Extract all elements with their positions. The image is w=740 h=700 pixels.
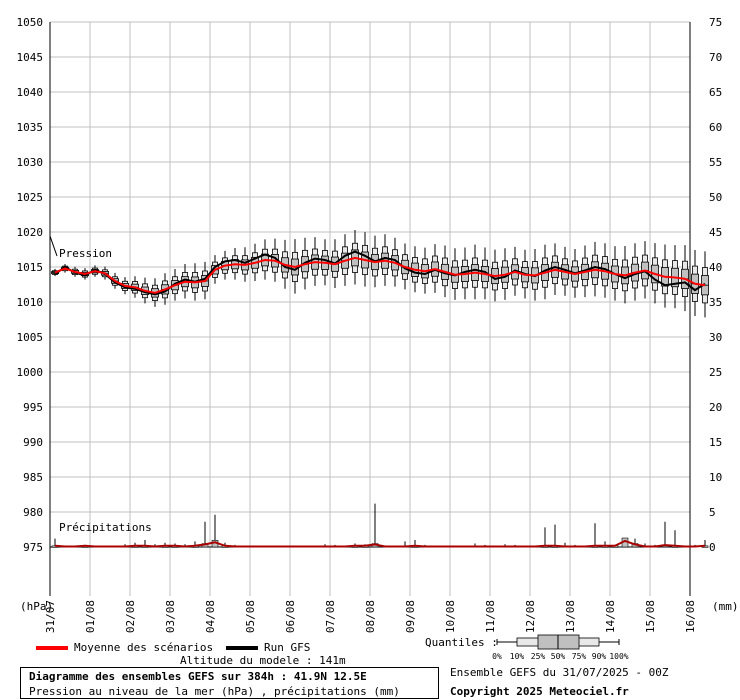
mean-swatch xyxy=(36,646,68,650)
precip-tick-label: 35 xyxy=(709,296,722,309)
precip-series-label: Précipitations xyxy=(59,521,152,534)
pressure-tick-label: 1000 xyxy=(17,366,44,379)
date-tick-label: 12/08 xyxy=(524,600,537,633)
legend-mean-label: Moyenne des scénarios xyxy=(74,641,214,654)
date-tick-label: 03/08 xyxy=(164,600,177,633)
precip-mean-line xyxy=(54,539,706,548)
altitude-text: Altitude du modele : 141m xyxy=(180,654,346,667)
chart-grid xyxy=(49,21,691,596)
quantile-tick-label: 25% xyxy=(531,652,546,661)
gfs-swatch xyxy=(226,646,258,650)
chart-title: Diagramme des ensembles GEFS sur 384h : … xyxy=(29,670,367,683)
pressure-tick-label: 1045 xyxy=(17,51,44,64)
copyright-text: Copyright 2025 Meteociel.fr xyxy=(450,685,629,698)
date-tick-label: 04/08 xyxy=(204,600,217,633)
run-text: Ensemble GEFS du 31/07/2025 - 00Z xyxy=(450,666,669,679)
precip-tick-label: 5 xyxy=(709,506,716,519)
mean-line xyxy=(54,256,706,294)
precip-tick-label: 70 xyxy=(709,51,722,64)
pressure-tick-label: 1035 xyxy=(17,121,44,134)
precip-tick-label: 15 xyxy=(709,436,722,449)
date-tick-label: 13/08 xyxy=(564,600,577,633)
quantile-tick-label: 10% xyxy=(510,652,525,661)
gfs-line xyxy=(54,250,706,296)
pressure-tick-label: 1005 xyxy=(17,331,44,344)
date-tick-label: 16/08 xyxy=(684,600,697,633)
quantile-tick-label: 90% xyxy=(592,652,607,661)
precip-tick-label: 10 xyxy=(709,471,722,484)
precip-tick-label: 20 xyxy=(709,401,722,414)
precip-tick-label: 25 xyxy=(709,366,722,379)
legend-gfs-label: Run GFS xyxy=(264,641,311,654)
quantile-tick-label: 100% xyxy=(609,652,628,661)
pressure-tick-label: 975 xyxy=(23,541,43,554)
pressure-tick-label: 1015 xyxy=(17,261,44,274)
date-tick-label: 15/08 xyxy=(644,600,657,633)
legend-mean: Moyenne des scénarios xyxy=(36,641,213,654)
pressure-tick-label: 1040 xyxy=(17,86,44,99)
date-tick-label: 08/08 xyxy=(364,600,377,633)
chart-subtitle: Pression au niveau de la mer (hPa) , pré… xyxy=(29,685,400,698)
pressure-tick-label: 980 xyxy=(23,506,43,519)
pressure-label-pointer xyxy=(49,235,58,257)
quantile-tick-label: 50% xyxy=(551,652,566,661)
axis-labels: 975 0 980 5 985 10 990 15 995 20 1000 25 1005 30 1010 3… xyxy=(17,16,739,661)
pressure-tick-label: 1030 xyxy=(17,156,44,169)
precip-tick-label: 55 xyxy=(709,156,722,169)
date-tick-label: 06/08 xyxy=(284,600,297,633)
date-tick-label: 11/08 xyxy=(484,600,497,633)
precip-tick-label: 50 xyxy=(709,191,722,204)
pressure-tick-label: 1020 xyxy=(17,226,44,239)
pressure-tick-label: 995 xyxy=(23,401,43,414)
date-tick-label: 07/08 xyxy=(324,600,337,633)
pressure-tick-label: 985 xyxy=(23,471,43,484)
left-axis-unit: (hPa) xyxy=(20,600,53,613)
date-tick-label: 14/08 xyxy=(604,600,617,633)
series-lines xyxy=(54,250,706,548)
pressure-tick-label: 990 xyxy=(23,436,43,449)
precip-tick-label: 60 xyxy=(709,121,722,134)
legend-quantiles-label: Quantiles : xyxy=(425,636,498,649)
precip-tick-label: 45 xyxy=(709,226,722,239)
pressure-tick-label: 1050 xyxy=(17,16,44,29)
precip-tick-label: 65 xyxy=(709,86,722,99)
precip-tick-label: 75 xyxy=(709,16,722,29)
date-tick-label: 01/08 xyxy=(84,600,97,633)
quantile-tick-label: 75% xyxy=(572,652,587,661)
quantile-tick-label: 0% xyxy=(492,652,502,661)
precip-tick-label: 40 xyxy=(709,261,722,274)
date-tick-label: 09/08 xyxy=(404,600,417,633)
date-tick-label: 31/07 xyxy=(44,600,57,633)
chart-info-box: Diagramme des ensembles GEFS sur 384h : … xyxy=(20,667,439,699)
date-tick-label: 10/08 xyxy=(444,600,457,633)
date-tick-label: 02/08 xyxy=(124,600,137,633)
right-axis-unit: (mm) xyxy=(712,600,739,613)
pressure-series-label: Pression xyxy=(59,247,112,260)
precip-tick-label: 30 xyxy=(709,331,722,344)
pressure-tick-label: 1025 xyxy=(17,191,44,204)
date-tick-label: 05/08 xyxy=(244,600,257,633)
legend-gfs: Run GFS xyxy=(226,641,310,654)
precip-tick-label: 0 xyxy=(709,541,716,554)
pressure-tick-label: 1010 xyxy=(17,296,44,309)
